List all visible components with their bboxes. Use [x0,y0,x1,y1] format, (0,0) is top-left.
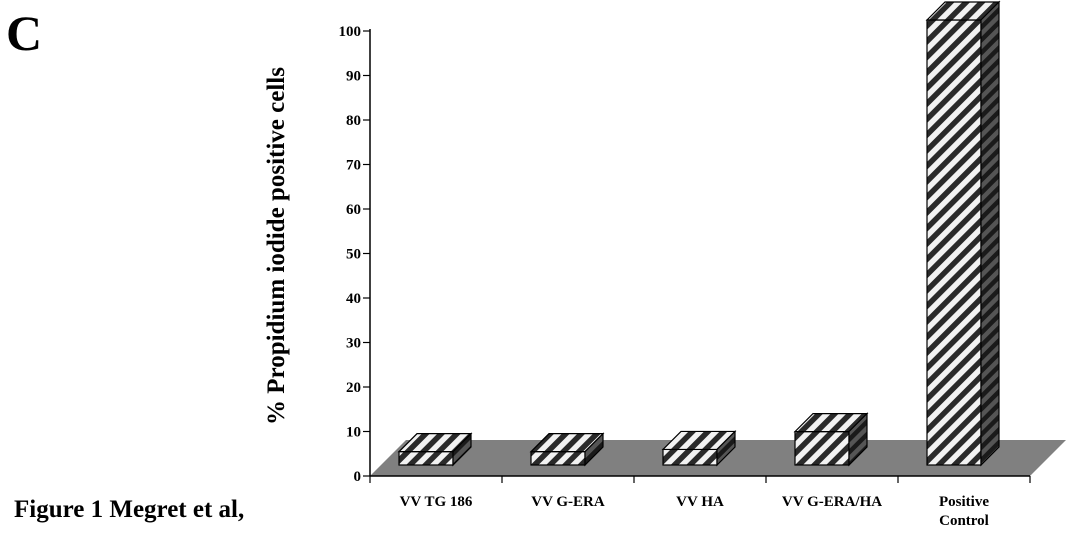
bar-front-face [530,451,586,466]
bar [793,412,869,467]
figure-caption: Figure 1 Megret et al, [14,496,245,523]
y-tick-label: 90 [346,69,361,85]
y-tick-label: 50 [346,247,361,263]
y-tick-label: 70 [346,158,361,174]
y-tick-label: 30 [346,336,361,352]
x-category-label: VV G-ERA/HA [782,494,882,510]
panel-letter: C [6,5,43,61]
x-category-label: VV TG 186 [400,494,473,510]
x-category-label: VV G-ERA [531,494,605,510]
y-axis: 0 10 20 30 40 50 60 70 80 90 100 [339,24,371,485]
bar [925,0,1001,467]
bar [529,432,605,467]
bar-side-face [452,432,472,467]
y-tick-label: 0 [354,469,362,485]
x-category-label: Positive Control [939,494,989,529]
bar [397,432,473,467]
bar-side-face [716,429,736,467]
bar [661,429,737,467]
bar-side-face [848,412,868,467]
y-tick-label: 40 [346,291,361,307]
bar-front-face [398,451,454,466]
bar-front-face [662,448,718,466]
bar-front-face [926,19,982,466]
y-tick-label: 80 [346,113,361,129]
bar-side-face [584,432,604,467]
y-tick-label: 10 [346,425,361,441]
y-tick-label: 20 [346,380,361,396]
y-tick-label: 100 [339,24,362,40]
bar-front-face [794,431,850,466]
x-axis: VV TG 186 VV G-ERA VV HA VV G-ERA/HA Positiv… [369,475,1031,529]
y-tick-label: 60 [346,202,361,218]
bar-side-face [980,0,1000,467]
y-axis-label: % Propidium iodide positive cells [263,67,290,425]
y-axis-label-group: % Propidium iodide positive cells [263,67,290,425]
x-category-label: VV HA [676,494,724,510]
bar-series [397,0,1001,467]
